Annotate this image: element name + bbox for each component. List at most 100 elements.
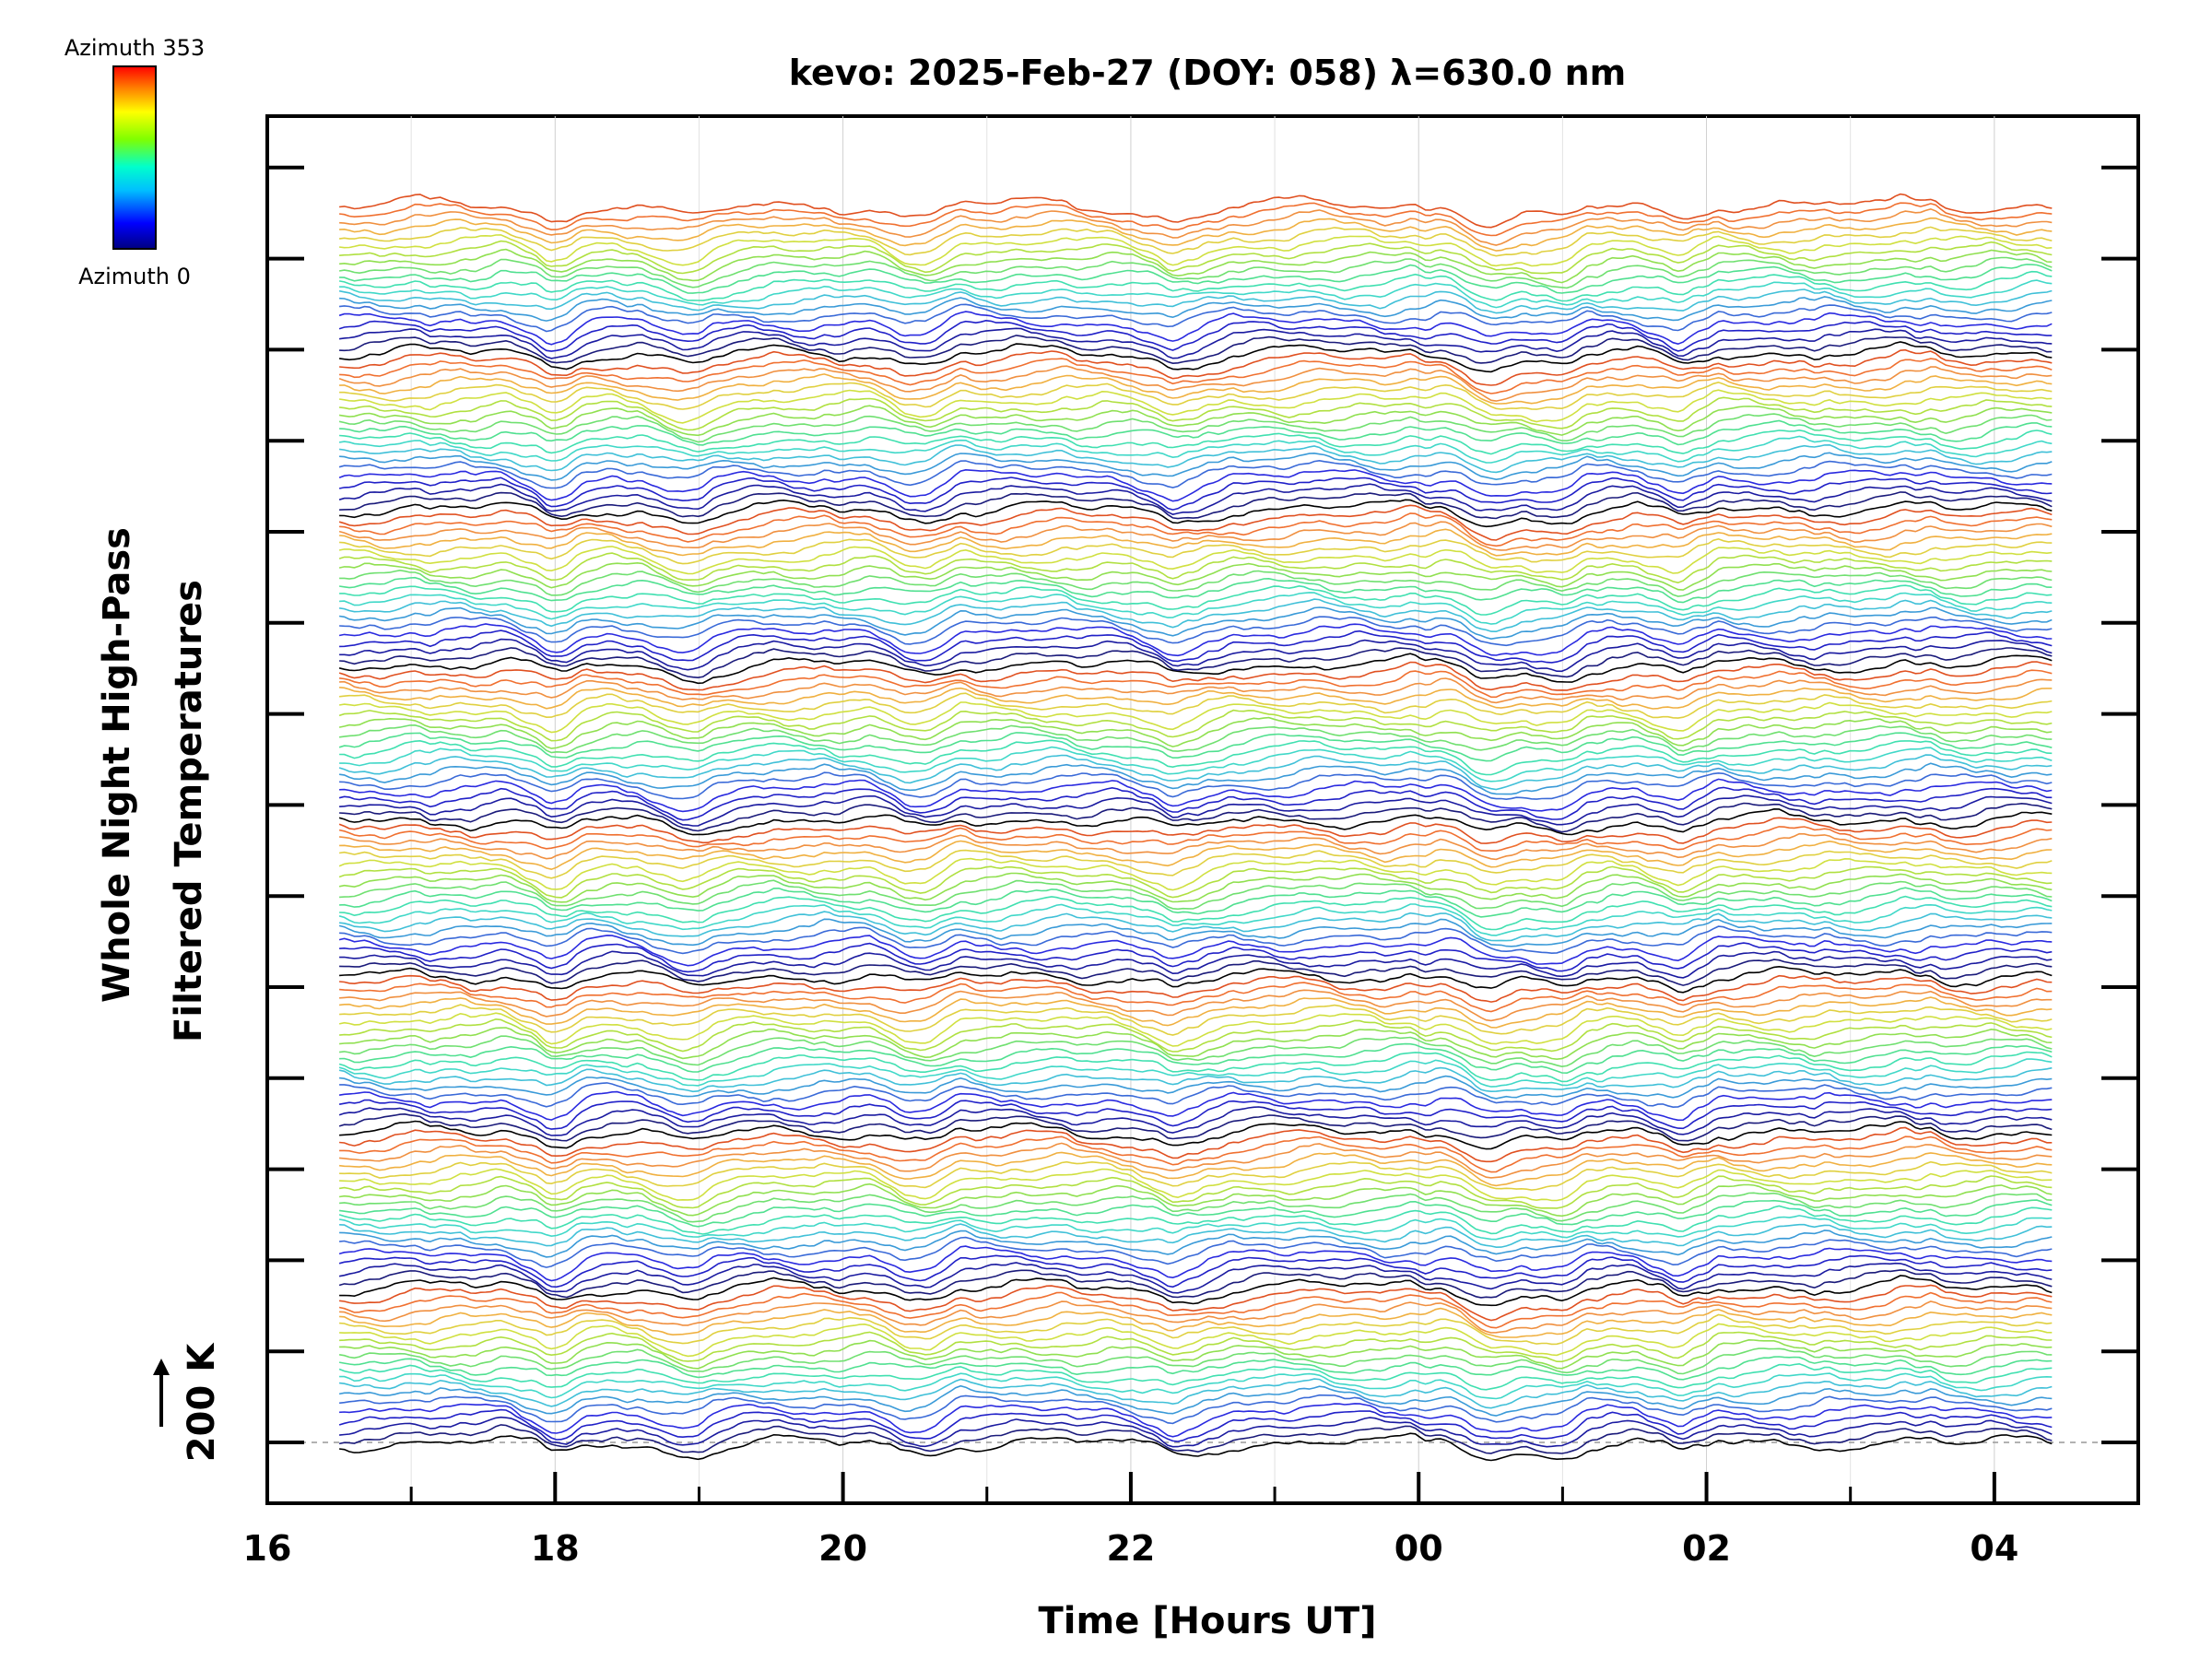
azimuth-trace (339, 1338, 2053, 1370)
azimuth-trace (339, 942, 2053, 973)
azimuth-trace (339, 1236, 2053, 1268)
azimuth-trace (338, 256, 2053, 289)
azimuth-trace (339, 629, 2053, 664)
x-axis-label: Time [Hours UT] (1039, 1600, 1377, 1642)
azimuth-trace (339, 1378, 2053, 1409)
azimuth-trace (338, 817, 2053, 844)
azimuth-trace (338, 234, 2053, 267)
azimuth-trace (339, 638, 2053, 673)
azimuth-trace (339, 1168, 2053, 1202)
azimuth-trace (339, 616, 2053, 647)
azimuth-trace (339, 1323, 2053, 1358)
azimuth-trace (338, 709, 2053, 742)
azimuth-trace (339, 1018, 2053, 1053)
azimuth-trace (338, 1362, 2053, 1391)
x-tick-labels: 16 18 20 22 00 02 04 (243, 1528, 2019, 1569)
colorbar-top-label: Azimuth 353 (65, 35, 205, 61)
azimuth-trace (338, 477, 2053, 511)
azimuth-trace (339, 381, 2053, 410)
azimuth-trace (338, 1066, 2053, 1093)
plot-frame (265, 114, 2140, 1505)
azimuth-trace (338, 576, 2053, 604)
azimuth-trace (339, 592, 2053, 625)
azimuth-trace (338, 754, 2053, 791)
azimuth-trace (339, 584, 2053, 616)
azimuth-trace (339, 569, 2053, 597)
azimuth-trace (338, 1245, 2053, 1282)
azimuth-trace (339, 1230, 2053, 1258)
x-tick-label: 16 (243, 1528, 292, 1569)
azimuth-trace (339, 419, 2053, 446)
azimuth-trace (338, 849, 2053, 879)
azimuth-trace (338, 786, 2053, 821)
azimuth-trace (338, 1175, 2053, 1209)
y-axis-label-line1: Whole Night High-Pass (96, 527, 138, 1003)
azimuth-trace (339, 959, 2053, 986)
azimuth-trace (339, 240, 2053, 275)
azimuth-trace (338, 701, 2053, 734)
azimuth-trace (338, 865, 2053, 899)
traces (338, 193, 2053, 1462)
azimuth-trace (338, 202, 2053, 237)
azimuth-trace (339, 348, 2053, 386)
azimuth-trace (339, 1126, 2053, 1163)
azimuth-trace (338, 303, 2053, 333)
azimuth-trace (338, 1432, 2053, 1462)
azimuth-trace (338, 1051, 2053, 1083)
azimuth-trace (338, 716, 2053, 749)
azimuth-trace (339, 1307, 2053, 1338)
azimuth-trace (339, 1313, 2053, 1346)
azimuth-trace (339, 1120, 2053, 1150)
azimuth-trace (338, 1099, 2053, 1130)
azimuth-trace (339, 974, 2053, 1003)
azimuth-trace (339, 193, 2053, 229)
x-tick-label: 20 (818, 1528, 867, 1569)
x-tick-label: 22 (1106, 1528, 1155, 1569)
azimuth-trace (338, 669, 2053, 699)
azimuth-trace (338, 270, 2053, 302)
azimuth-trace (338, 623, 2053, 657)
azimuth-trace (339, 1192, 2053, 1223)
azimuth-trace (338, 1199, 2053, 1228)
colorbar-bottom-label: Azimuth 0 (78, 264, 191, 289)
azimuth-trace (339, 1142, 2053, 1179)
azimuth-trace (339, 677, 2053, 704)
azimuth-trace (339, 248, 2053, 284)
azimuth-trace (338, 1408, 2053, 1442)
azimuth-trace (338, 365, 2053, 402)
azimuth-trace (338, 468, 2053, 502)
azimuth-trace (338, 546, 2053, 575)
azimuth-trace (339, 950, 2053, 979)
azimuth-trace (339, 1331, 2053, 1363)
chart-title: kevo: 2025-Feb-27 (DOY: 058) λ=630.0 nm (789, 53, 1627, 93)
azimuth-trace (338, 341, 2053, 373)
azimuth-trace (338, 826, 2053, 852)
azimuth-trace (339, 911, 2053, 942)
azimuth-trace (339, 982, 2053, 1013)
azimuth-trace (339, 1075, 2053, 1100)
azimuth-trace (338, 903, 2053, 936)
azimuth-trace (339, 1135, 2053, 1173)
azimuth-trace (338, 1347, 2053, 1375)
azimuth-trace (338, 1215, 2053, 1241)
azimuth-trace (338, 1182, 2053, 1218)
azimuth-trace (339, 279, 2053, 309)
x-tick-label: 02 (1682, 1528, 1731, 1569)
azimuth-trace (338, 319, 2053, 352)
azimuth-trace (339, 895, 2053, 931)
azimuth-trace (339, 746, 2053, 782)
azimuth-trace (338, 552, 2053, 584)
azimuth-trace (339, 264, 2053, 294)
azimuth-trace (338, 1254, 2053, 1288)
azimuth-trace (338, 1090, 2053, 1122)
azimuth-trace (338, 443, 2053, 474)
azimuth-trace (338, 661, 2053, 691)
azimuth-trace (339, 887, 2053, 918)
azimuth-trace (339, 794, 2053, 827)
azimuth-trace (339, 1275, 2053, 1307)
azimuth-trace (339, 373, 2053, 405)
azimuth-trace (339, 1042, 2053, 1075)
azimuth-trace (339, 528, 2053, 557)
azimuth-trace (338, 504, 2053, 541)
